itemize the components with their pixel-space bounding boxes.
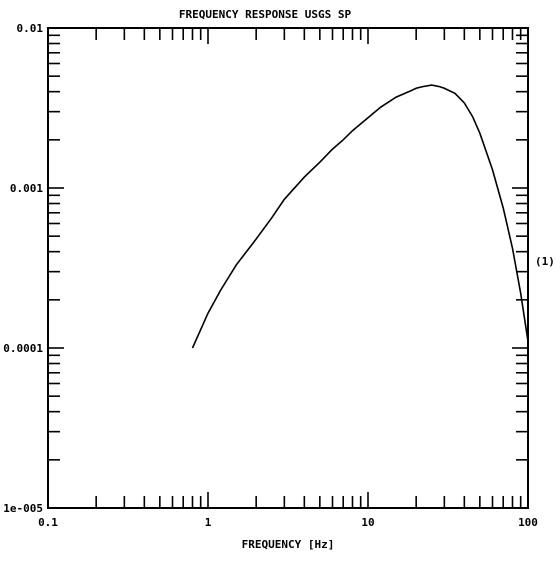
series-annotation: (1) — [535, 255, 555, 268]
axis-ticks — [48, 28, 528, 508]
response-curve — [191, 84, 529, 349]
x-tick-label: 100 — [518, 516, 538, 529]
y-tick-label: 0.001 — [10, 182, 43, 195]
x-tick-label: 0.1 — [38, 516, 58, 529]
plot-area-frame — [47, 27, 529, 509]
chart-title: FREQUENCY RESPONSE USGS SP — [179, 8, 352, 21]
axis-tick-labels: 0.1 1 10 100 0.01 0.001 0.0001 1e-005 — [3, 22, 538, 529]
x-tick-label: 10 — [361, 516, 374, 529]
y-tick-label: 0.0001 — [3, 342, 43, 355]
x-tick-label: 1 — [205, 516, 212, 529]
x-axis-label: FREQUENCY [Hz] — [242, 538, 335, 551]
y-tick-label: 0.01 — [17, 22, 44, 35]
y-tick-label: 1e-005 — [3, 502, 43, 515]
